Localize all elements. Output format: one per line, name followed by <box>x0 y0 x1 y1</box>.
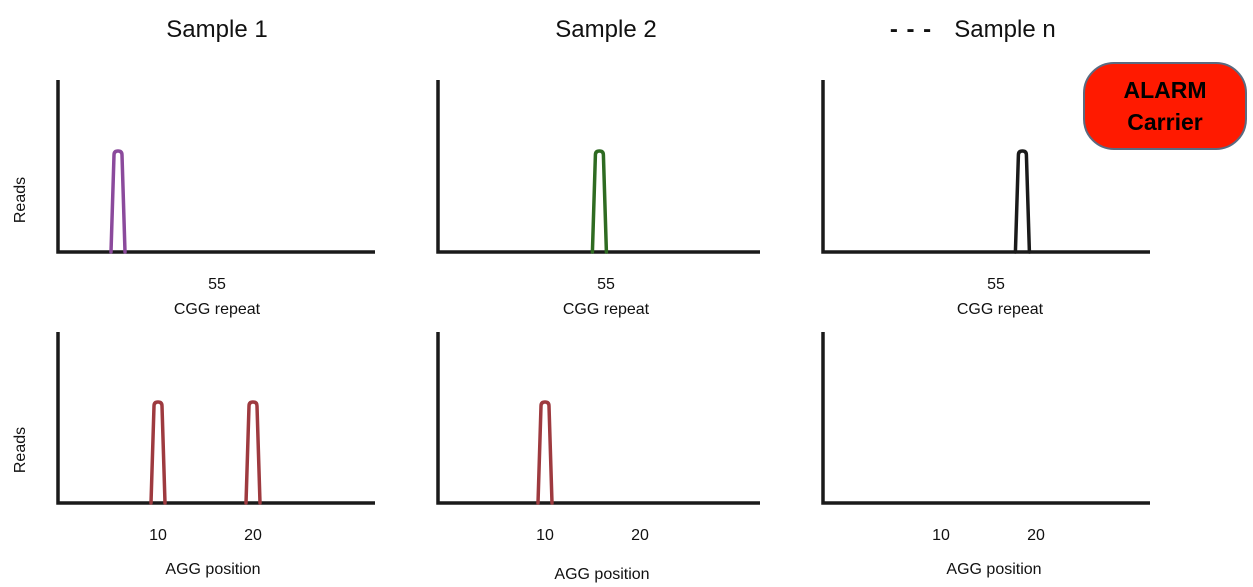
tick-label-55: 55 <box>208 276 226 293</box>
tick-label-20: 20 <box>1027 527 1045 544</box>
panel-cgg-sample-1: 55 CGG repeat <box>56 80 375 318</box>
axes <box>436 80 760 254</box>
panel-agg-sample-n: 10 20 AGG position <box>821 332 1150 578</box>
badge-background <box>1083 62 1247 150</box>
peak-agg-2-10 <box>536 400 554 505</box>
row-label-reads-bottom: Reads <box>12 427 29 473</box>
tick-label-20: 20 <box>244 527 262 544</box>
alarm-carrier-badge: ALARM Carrier <box>1083 62 1247 150</box>
panel-agg-sample-1: 10 20 AGG position <box>56 332 375 578</box>
x-axis-title: AGG position <box>554 566 649 583</box>
peak-cgg-3 <box>1013 149 1032 254</box>
peak-agg-1-20 <box>244 400 262 505</box>
row-label-reads-top: Reads <box>12 177 29 223</box>
tick-label-10: 10 <box>149 527 167 544</box>
tick-label-10: 10 <box>536 527 554 544</box>
x-axis-title: CGG repeat <box>957 301 1044 318</box>
tick-label-55: 55 <box>987 276 1005 293</box>
tick-label-20: 20 <box>631 527 649 544</box>
tick-label-10: 10 <box>932 527 950 544</box>
x-axis-title: AGG position <box>165 561 260 578</box>
axes <box>821 332 1150 505</box>
panel-cgg-sample-2: 55 CGG repeat <box>436 80 760 318</box>
peak-agg-1-10 <box>149 400 167 505</box>
column-title-prefix-dashes: - - - <box>890 16 932 43</box>
column-title-sample-2: Sample 2 <box>555 16 656 43</box>
axes <box>56 332 375 505</box>
x-axis-title: AGG position <box>946 561 1041 578</box>
badge-line-2: Carrier <box>1127 109 1202 135</box>
peak-cgg-1 <box>109 149 127 254</box>
column-title-sample-n: Sample n <box>954 16 1055 43</box>
tick-label-55: 55 <box>597 276 615 293</box>
panel-agg-sample-2: 10 20 AGG position <box>436 332 760 583</box>
x-axis-title: CGG repeat <box>174 301 261 318</box>
peak-cgg-2 <box>590 149 609 254</box>
panel-cgg-sample-n: 55 CGG repeat <box>821 80 1150 318</box>
axes <box>436 332 760 505</box>
badge-line-1: ALARM <box>1123 77 1206 103</box>
axes <box>821 80 1150 254</box>
x-axis-title: CGG repeat <box>563 301 650 318</box>
column-title-sample-1: Sample 1 <box>166 16 267 43</box>
axes <box>56 80 375 254</box>
peaks-layer <box>109 149 1032 505</box>
